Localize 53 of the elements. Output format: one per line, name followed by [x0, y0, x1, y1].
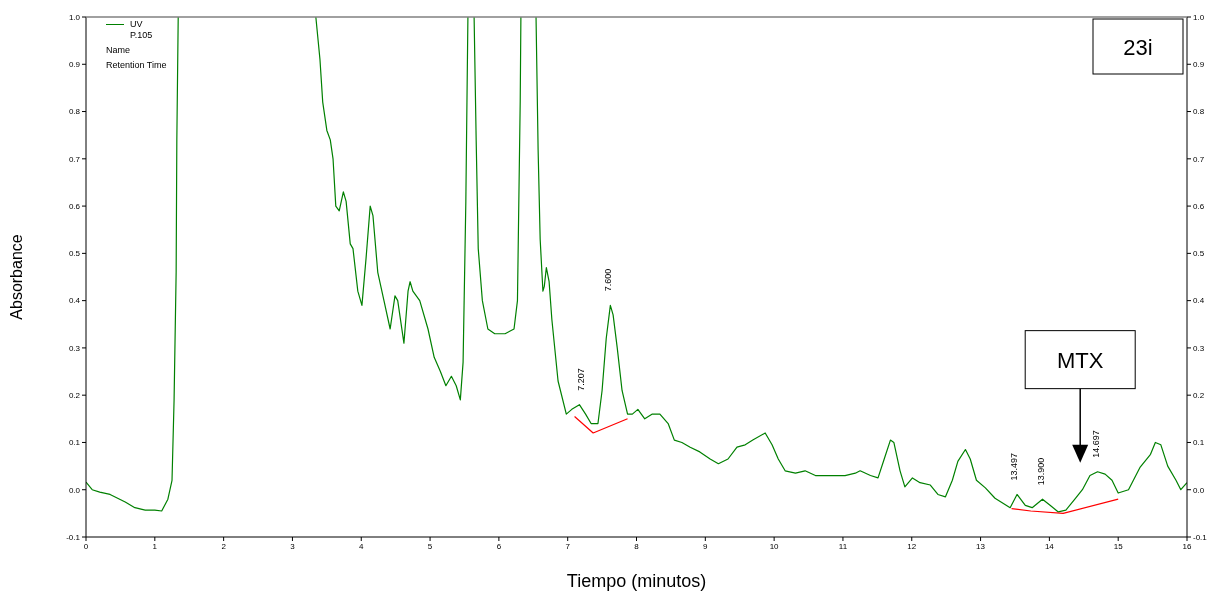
annotation: Name: [106, 45, 131, 56]
y-tick-label: 0.3: [68, 343, 81, 353]
y-tick-label: -0.1: [66, 532, 81, 542]
y-axis-title: Absorbance: [7, 234, 25, 320]
annotation: MTX: [1056, 347, 1104, 373]
annotation: 13.900: [1036, 457, 1047, 486]
x-tick-label: 11: [838, 541, 848, 551]
x-axis-title: Tiempo (minutos): [566, 571, 707, 591]
x-tick-label: 10: [769, 541, 780, 551]
x-tick-label: 2: [221, 541, 227, 551]
y2-tick-label: 0.3: [1193, 343, 1205, 353]
annotation: 7.207: [576, 368, 587, 391]
y-tick-label: 0.1: [68, 438, 81, 448]
annotation: 7.600: [603, 268, 614, 292]
y2-tick-label: 1.0: [1193, 12, 1205, 22]
y-tick-label: 0.7: [68, 154, 81, 164]
y-tick-label: 0.2: [68, 391, 81, 401]
x-tick-label: 16: [1182, 541, 1192, 551]
x-tick-label: 0: [83, 541, 89, 551]
x-tick-label: 13: [976, 541, 986, 551]
y2-tick-label: 0.6: [1193, 201, 1205, 211]
y2-tick-label: 0.8: [1193, 107, 1205, 117]
x-tick-label: 9: [703, 541, 709, 551]
y-tick-label: 0.0: [68, 485, 81, 495]
legend-label: UV P.105: [130, 19, 154, 41]
y-tick-label: 0.4: [68, 296, 81, 306]
y2-tick-label: 0.9: [1193, 60, 1205, 70]
x-tick-label: 15: [1113, 541, 1124, 551]
y2-tick-label: 0.1: [1193, 438, 1205, 448]
y2-tick-label: 0.7: [1193, 154, 1205, 164]
y-tick-label: 0.6: [68, 201, 81, 211]
y2-tick-label: 0.4: [1193, 296, 1205, 306]
y-tick-label: 0.8: [68, 107, 81, 117]
y2-tick-label: 0.5: [1193, 249, 1205, 259]
annotation: 14.697: [1091, 430, 1102, 458]
annotation: 23i: [1123, 35, 1153, 60]
y-tick-label: 0.5: [68, 249, 81, 259]
x-tick-label: 5: [427, 541, 433, 551]
x-tick-label: 8: [634, 541, 640, 551]
y-tick-label: 0.9: [68, 60, 81, 70]
y2-tick-label: 0.0: [1193, 485, 1205, 495]
annotation: Retention Time: [106, 60, 167, 71]
x-tick-label: 4: [359, 541, 365, 551]
x-tick-label: 6: [496, 541, 502, 551]
y2-tick-label: -0.1: [1193, 532, 1208, 542]
annotation: 13.497: [1009, 452, 1020, 481]
y2-tick-label: 0.2: [1193, 391, 1205, 401]
x-tick-label: 14: [1044, 541, 1055, 551]
x-tick-label: 12: [907, 541, 917, 551]
x-tick-label: 3: [290, 541, 296, 551]
y-tick-label: 1.0: [68, 12, 81, 22]
x-tick-label: 1: [152, 541, 158, 551]
x-tick-label: 7: [565, 541, 571, 551]
